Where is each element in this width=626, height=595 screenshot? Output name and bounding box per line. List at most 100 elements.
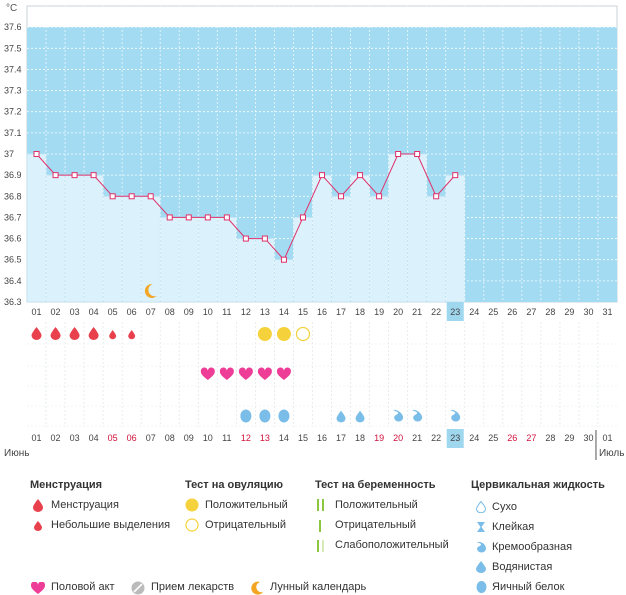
legend-watery-label: Водянистая — [492, 561, 553, 573]
y-tick-label: 36.6 — [4, 234, 22, 244]
x-tick-label: 31 — [602, 307, 612, 317]
legend-spotting-label: Небольшие выделения — [51, 519, 171, 531]
x-tick-label-bottom: 09 — [184, 433, 194, 443]
watery-drop-icon — [476, 561, 486, 573]
ovulation-positive-marker — [276, 327, 291, 341]
temperature-point — [414, 151, 421, 157]
x-tick-label: 14 — [279, 307, 289, 317]
temperature-bar — [178, 217, 199, 303]
x-tick-label-bottom: 12 — [241, 433, 251, 443]
x-tick-label: 16 — [317, 307, 327, 317]
legend-pregnancy-title: Тест на беременность — [315, 479, 436, 491]
temperature-point — [242, 235, 249, 242]
x-tick-label-bottom: 08 — [165, 433, 175, 443]
temperature-bar — [217, 217, 237, 303]
creamy-icon — [477, 541, 486, 553]
dry-drop-icon — [476, 501, 486, 513]
watery-marker — [355, 410, 365, 423]
legend-ovulation-positive-label: Положительный — [205, 499, 288, 511]
legend-egg-white-label: Яичный белок — [492, 581, 565, 593]
x-tick-label: 01 — [32, 307, 42, 317]
month-label: Июнь — [4, 448, 29, 459]
x-tick-label-bottom: 03 — [70, 433, 80, 443]
x-tick-label: 26 — [507, 307, 517, 317]
x-tick-label: 17 — [336, 307, 346, 317]
x-tick-label: 10 — [203, 307, 213, 317]
single-line-icon — [319, 520, 321, 532]
menstruation-drop — [69, 327, 80, 340]
temperature-point — [223, 214, 230, 221]
heart-marker — [200, 367, 215, 380]
y-tick-label: 37.3 — [4, 86, 22, 96]
temperature-point — [109, 193, 116, 200]
egg-white-marker — [240, 409, 252, 423]
y-tick-label: 37.5 — [4, 43, 22, 53]
temperature-point — [395, 151, 402, 157]
x-tick-label: 27 — [526, 307, 536, 317]
x-tick-label-bottom: 29 — [564, 433, 574, 443]
x-tick-label-bottom: 17 — [336, 433, 346, 443]
x-tick-label-bottom: 26 — [507, 433, 517, 443]
x-tick-label: 25 — [488, 307, 498, 317]
legend-lunar-label: Лунный календарь — [270, 581, 367, 593]
x-tick-label-next-month: 01 — [602, 433, 612, 443]
pill-icon — [131, 581, 145, 595]
filled-circle-icon — [185, 498, 199, 512]
temperature-point — [71, 172, 78, 179]
y-tick-label: 36.5 — [4, 255, 22, 265]
temperature-bar — [350, 174, 370, 303]
creamy-marker — [450, 409, 461, 422]
legend-pregnancy-negative-label: Отрицательный — [335, 519, 416, 531]
temperature-point — [338, 193, 345, 200]
spotting-drop — [109, 330, 117, 340]
x-tick-label-bottom: 20 — [393, 433, 403, 443]
x-tick-label: 29 — [564, 307, 574, 317]
temperature-bar — [426, 195, 447, 303]
drop-icon — [33, 499, 43, 512]
temperature-bar — [445, 174, 466, 303]
temperature-point — [280, 256, 287, 263]
y-tick-label: 37.4 — [4, 64, 22, 74]
x-tick-label-bottom: 07 — [146, 433, 156, 443]
temperature-bar — [369, 195, 389, 303]
x-tick-label-bottom: 10 — [203, 433, 213, 443]
temperature-point — [33, 151, 40, 157]
x-tick-label: 19 — [374, 307, 384, 317]
legend-intercourse-label: Половой акт — [51, 581, 115, 593]
heart-marker — [276, 367, 291, 380]
heart-icon — [31, 582, 45, 594]
empty-circle-icon — [185, 518, 199, 532]
x-tick-label-bottom: 28 — [545, 433, 555, 443]
legend-menstruation-title: Менструация — [30, 479, 103, 491]
moon-icon — [144, 283, 157, 298]
menstruation-drop — [50, 327, 61, 340]
plot-area — [26, 5, 618, 303]
y-axis-unit: °C — [6, 3, 17, 14]
spotting-drop — [128, 330, 136, 340]
x-tick-label-bottom: 05 — [108, 433, 118, 443]
temperature-point — [261, 235, 268, 242]
double-line-icon — [317, 499, 324, 511]
x-tick-label-bottom: 19 — [374, 433, 384, 443]
x-tick-label: 03 — [70, 307, 80, 317]
temperature-point — [90, 172, 97, 179]
x-tick-label: 13 — [260, 307, 270, 317]
x-tick-label-bottom: 30 — [583, 433, 593, 443]
x-tick-label-bottom: 11 — [222, 433, 231, 443]
temperature-point — [376, 193, 383, 200]
temperature-bar — [159, 217, 180, 303]
temperature-bar — [388, 153, 408, 303]
temperature-bar — [121, 195, 142, 303]
temperature-bar — [102, 195, 123, 303]
heart-marker — [219, 367, 234, 380]
temperature-bar — [140, 195, 161, 303]
x-tick-label-bottom: 16 — [317, 433, 327, 443]
temperature-point — [357, 172, 364, 179]
events-area — [27, 322, 617, 427]
y-tick-label: 37.2 — [4, 107, 22, 117]
legend-menstruation-label: Менструация — [51, 499, 119, 511]
x-tick-label-bottom: 25 — [488, 433, 498, 443]
legend-medication-label: Прием лекарств — [151, 581, 235, 593]
x-tick-label: 06 — [127, 307, 137, 317]
x-tick-label: 15 — [298, 307, 308, 317]
